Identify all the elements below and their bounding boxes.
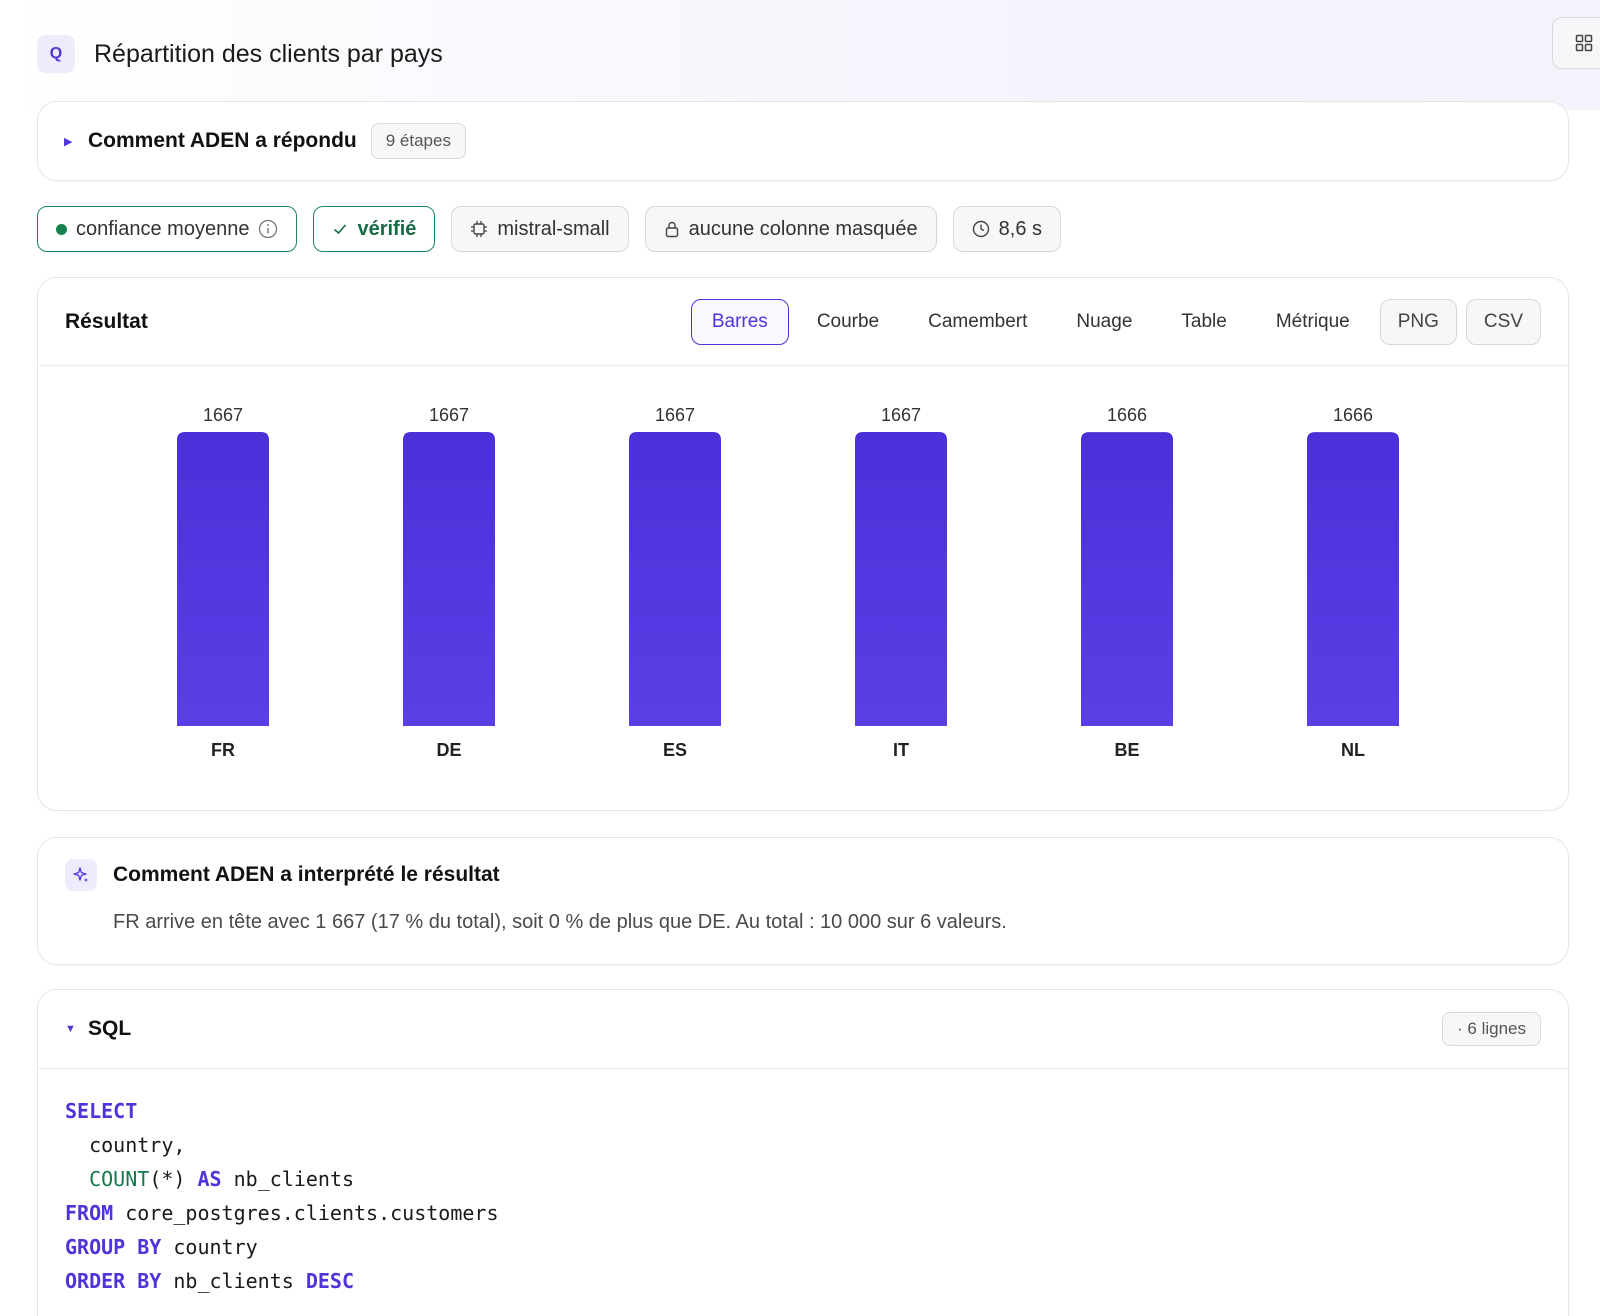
sql-line: ORDER BY nb_clients DESC — [65, 1264, 1541, 1298]
export-csv-button[interactable]: CSV — [1465, 298, 1541, 345]
sql-line: GROUP BY country — [65, 1230, 1541, 1264]
data-label-nl: 1666 — [1333, 405, 1373, 425]
bar-nl[interactable] — [1307, 432, 1399, 726]
sql-token: country, — [65, 1133, 186, 1157]
sql-keyword: AS — [197, 1167, 222, 1191]
sql-panel: ▼ SQL · 6 lignes SELECT country, COUNT(*… — [37, 989, 1569, 1316]
sql-keyword: DESC — [305, 1269, 354, 1293]
chart-type-tabs: Barres Courbe Camembert Nuage Table Métr… — [690, 298, 1541, 345]
result-title: Résultat — [65, 309, 148, 333]
data-label-es: 1667 — [655, 405, 695, 425]
tab-courbe[interactable]: Courbe — [816, 310, 880, 332]
clock-icon — [972, 220, 989, 238]
bar-de[interactable] — [403, 432, 495, 726]
interpretation-text: FR arrive en tête avec 1 667 (17 % du to… — [113, 911, 1007, 933]
tab-table[interactable]: Table — [1181, 310, 1227, 332]
masked-columns-label: aucune colonne masquée — [688, 217, 918, 240]
sql-keyword: FROM — [65, 1201, 114, 1225]
status-chips: confiance moyenne vérifié mistral-small — [37, 206, 1062, 252]
check-icon — [334, 224, 347, 235]
steps-panel[interactable]: ▶ Comment ADEN a répondu 9 étapes — [37, 101, 1569, 181]
sql-line: FROM core_postgres.clients.customers — [65, 1196, 1541, 1230]
bar-fr[interactable] — [177, 432, 269, 726]
sql-keyword: ORDER BY — [65, 1269, 162, 1293]
result-panel: Résultat Barres Courbe Camembert Nuage T… — [37, 277, 1569, 811]
sql-function: COUNT — [89, 1167, 150, 1191]
tab-nuage[interactable]: Nuage — [1076, 310, 1133, 332]
layout-toggle-button[interactable] — [1552, 17, 1600, 69]
data-label-fr: 1667 — [203, 405, 243, 425]
sql-lines-badge: · 6 lignes — [1442, 1012, 1541, 1046]
verified-chip[interactable]: vérifié — [313, 206, 436, 252]
sql-keyword: SELECT — [65, 1099, 138, 1123]
steps-title: Comment ADEN a répondu — [88, 129, 357, 152]
bar-be[interactable] — [1081, 432, 1173, 726]
verified-label: vérifié — [357, 217, 417, 240]
data-label-de: 1667 — [429, 405, 469, 425]
data-label-it: 1667 — [881, 405, 921, 425]
sql-token: nb_clients — [221, 1167, 355, 1191]
model-label: mistral-small — [497, 217, 610, 240]
bar-it[interactable] — [855, 432, 947, 726]
page-title: Répartition des clients par pays — [94, 39, 443, 68]
result-toolbar: Résultat Barres Courbe Camembert Nuage T… — [38, 278, 1568, 366]
tick-label-es: ES — [663, 740, 687, 760]
status-dot-icon — [56, 223, 67, 235]
tick-label-de: DE — [436, 740, 461, 760]
tab-barres[interactable]: Barres — [690, 298, 789, 345]
collapse-triangle-icon[interactable]: ▼ — [65, 1023, 76, 1035]
duration-label: 8,6 s — [998, 217, 1043, 240]
sql-token — [65, 1167, 89, 1191]
sql-token: country — [161, 1235, 258, 1259]
data-label-be: 1666 — [1107, 405, 1147, 425]
tab-metrique[interactable]: Métrique — [1275, 310, 1350, 332]
tick-label-fr: FR — [211, 740, 235, 760]
interpretation-title: Comment ADEN a interprété le résultat — [113, 863, 500, 886]
duration-chip[interactable]: 8,6 s — [952, 206, 1062, 252]
masked-columns-chip[interactable]: aucune colonne masquée — [644, 206, 937, 252]
sql-token: (*) — [149, 1167, 198, 1191]
confidence-chip[interactable]: confiance moyenne — [37, 206, 298, 252]
bar-chart: 1667 FR 1667 DE 1667 ES 1667 IT 1666 BE 1666 NL — [177, 405, 1399, 760]
confidence-label: confiance moyenne — [76, 217, 250, 240]
question-header: Q Répartition des clients par pays — [37, 34, 443, 74]
sql-line: SELECT — [65, 1094, 1541, 1128]
bar-es[interactable] — [629, 432, 721, 726]
sql-token: nb_clients — [161, 1269, 306, 1293]
export-png-button[interactable]: PNG — [1379, 298, 1457, 345]
sql-code-block[interactable]: SELECT country, COUNT(*) AS nb_clients FR… — [38, 1069, 1568, 1316]
sql-title: SQL — [88, 1017, 132, 1040]
header-background — [0, 0, 1600, 110]
tick-label-it: IT — [893, 740, 909, 760]
expand-triangle-icon[interactable]: ▶ — [64, 135, 73, 148]
sql-line: country, — [65, 1128, 1541, 1162]
tick-label-be: BE — [1114, 740, 1139, 760]
tick-label-nl: NL — [1341, 740, 1365, 760]
lock-icon — [665, 221, 678, 238]
model-chip[interactable]: mistral-small — [451, 206, 629, 252]
sql-token: core_postgres.clients.customers — [113, 1201, 499, 1225]
chip-icon — [471, 221, 488, 237]
sparkle-icon — [65, 859, 97, 891]
grid-icon — [1575, 34, 1593, 52]
sql-line: COUNT(*) AS nb_clients — [65, 1162, 1541, 1196]
tab-camembert[interactable]: Camembert — [928, 310, 1028, 332]
question-badge: Q — [37, 35, 75, 73]
steps-count-badge: 9 étapes — [370, 123, 466, 159]
interpretation-panel: Comment ADEN a interprété le résultat FR… — [37, 837, 1569, 965]
sql-keyword: GROUP BY — [65, 1235, 162, 1259]
info-icon[interactable] — [258, 219, 278, 239]
sql-header[interactable]: ▼ SQL · 6 lignes — [38, 990, 1568, 1069]
